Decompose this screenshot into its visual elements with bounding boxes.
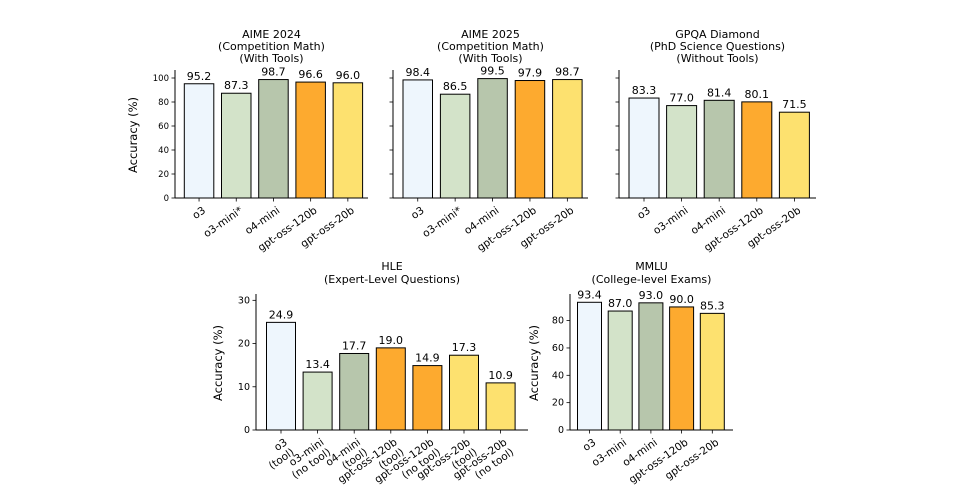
- chart-title-line: (Competition Math): [218, 40, 325, 53]
- bar-value-label: 71.5: [782, 98, 807, 111]
- bar: [741, 101, 773, 199]
- category-label: o3-mini*: [201, 205, 245, 241]
- bar: [449, 354, 479, 431]
- bar-value-label: 93.4: [577, 288, 602, 301]
- bar: [295, 81, 326, 199]
- bar-value-label: 17.3: [452, 341, 477, 354]
- y-axis-label: Accuracy (%): [527, 325, 541, 401]
- chart-panel-0: AIME 2024(Competition Math)(With Tools) A…: [126, 28, 368, 254]
- bar: [628, 97, 660, 199]
- bar: [666, 105, 698, 199]
- bar: [402, 79, 433, 199]
- bar-value-label: 97.9: [518, 67, 543, 80]
- y-tick-label: 80: [552, 316, 564, 327]
- bar: [699, 312, 725, 431]
- bar-value-label: 13.4: [305, 358, 330, 371]
- category-label: o3-mini: [651, 205, 690, 238]
- bar: [221, 92, 252, 199]
- y-axis-label: Accuracy (%): [126, 97, 140, 173]
- bar-value-label: 99.5: [480, 65, 505, 78]
- y-tick-label: 60: [552, 343, 564, 354]
- bar: [607, 310, 633, 431]
- chart-panel-2: GPQA Diamond(PhD Science Questions)(With…: [615, 28, 816, 254]
- bar: [552, 79, 583, 199]
- bar: [514, 80, 546, 199]
- chart-title-line: (Competition Math): [437, 40, 544, 53]
- bar: [669, 306, 695, 431]
- bar-value-label: 98.4: [406, 66, 431, 79]
- bar: [258, 79, 289, 199]
- y-tick-label: 100: [153, 74, 169, 84]
- chart-title-line: GPQA Diamond: [675, 28, 760, 41]
- y-tick-label: 60: [158, 122, 169, 132]
- bar: [439, 93, 471, 199]
- bar-value-label: 96.6: [298, 68, 323, 81]
- y-tick-label: 10: [238, 382, 250, 393]
- bar: [266, 321, 296, 431]
- y-tick-label: 40: [158, 146, 169, 156]
- chart-title-line: AIME 2025: [461, 28, 520, 41]
- bar: [577, 301, 602, 431]
- y-tick-label: 20: [238, 339, 250, 350]
- chart-title-line: (College-level Exams): [592, 273, 712, 286]
- y-tick-label: 40: [552, 370, 564, 381]
- category-label: o3(tool): [260, 437, 297, 473]
- chart-panel-3: HLE(Expert-Level Questions) Accuracy (%) 2…: [211, 260, 528, 486]
- bar-value-label: 14.9: [415, 352, 440, 365]
- bar-value-label: 77.0: [669, 92, 694, 105]
- bar-value-label: 10.9: [488, 369, 513, 382]
- bar: [638, 302, 664, 431]
- y-tick-label: 0: [164, 194, 169, 204]
- bar: [485, 382, 516, 431]
- chart-title-line: (Without Tools): [676, 52, 758, 65]
- bar-value-label: 24.9: [269, 308, 294, 321]
- category-label: o3: [190, 205, 208, 222]
- category-label: o3: [581, 437, 599, 454]
- bar: [375, 347, 406, 431]
- bar-value-label: 17.7: [342, 339, 367, 352]
- category-label: o3-mini*: [420, 205, 464, 241]
- bar: [412, 365, 443, 431]
- bar: [302, 371, 333, 431]
- chart-panel-4: MMLU(College-level Exams) Accuracy (%) 93.…: [527, 260, 733, 486]
- category-label: o3: [635, 205, 653, 222]
- chart-title-line: MMLU: [635, 260, 668, 273]
- y-tick-label: 0: [558, 425, 564, 436]
- bar-value-label: 87.0: [608, 297, 633, 310]
- y-tick-label: 30: [238, 295, 250, 306]
- bar-value-label: 90.0: [669, 293, 694, 306]
- bar-value-label: 87.3: [224, 79, 249, 92]
- bar: [477, 78, 508, 199]
- bar-value-label: 98.7: [555, 66, 580, 79]
- bar: [778, 111, 810, 199]
- bar: [703, 99, 735, 199]
- chart-title-line: HLE: [381, 260, 402, 273]
- category-label: o3: [409, 205, 427, 222]
- y-axis-label: Accuracy (%): [211, 325, 225, 401]
- chart-title-line: (PhD Science Questions): [650, 40, 785, 53]
- bar-value-label: 98.7: [261, 66, 286, 79]
- y-tick-label: 20: [552, 398, 564, 409]
- chart-title-line: (With Tools): [458, 52, 522, 65]
- bar: [332, 82, 364, 199]
- chart-title-line: (Expert-Level Questions): [324, 273, 460, 286]
- bar-value-label: 81.4: [707, 86, 732, 99]
- bar-value-label: 19.0: [379, 334, 404, 347]
- chart-panel-1: AIME 2025(Competition Math)(With Tools)9…: [389, 28, 588, 254]
- y-tick-label: 80: [158, 98, 169, 108]
- bar: [339, 352, 370, 431]
- bar-value-label: 83.3: [632, 84, 657, 97]
- chart-title-line: (With Tools): [239, 52, 303, 65]
- bar-value-label: 95.2: [187, 70, 212, 83]
- bar-value-label: 85.3: [700, 299, 725, 312]
- y-tick-label: 20: [158, 170, 169, 180]
- bar-value-label: 93.0: [639, 289, 664, 302]
- y-tick-label: 0: [244, 425, 250, 436]
- bar-value-label: 96.0: [336, 69, 361, 82]
- chart-title-line: AIME 2024: [242, 28, 301, 41]
- bar-value-label: 86.5: [443, 80, 468, 93]
- bar-value-label: 80.1: [745, 88, 770, 101]
- bar: [183, 83, 215, 199]
